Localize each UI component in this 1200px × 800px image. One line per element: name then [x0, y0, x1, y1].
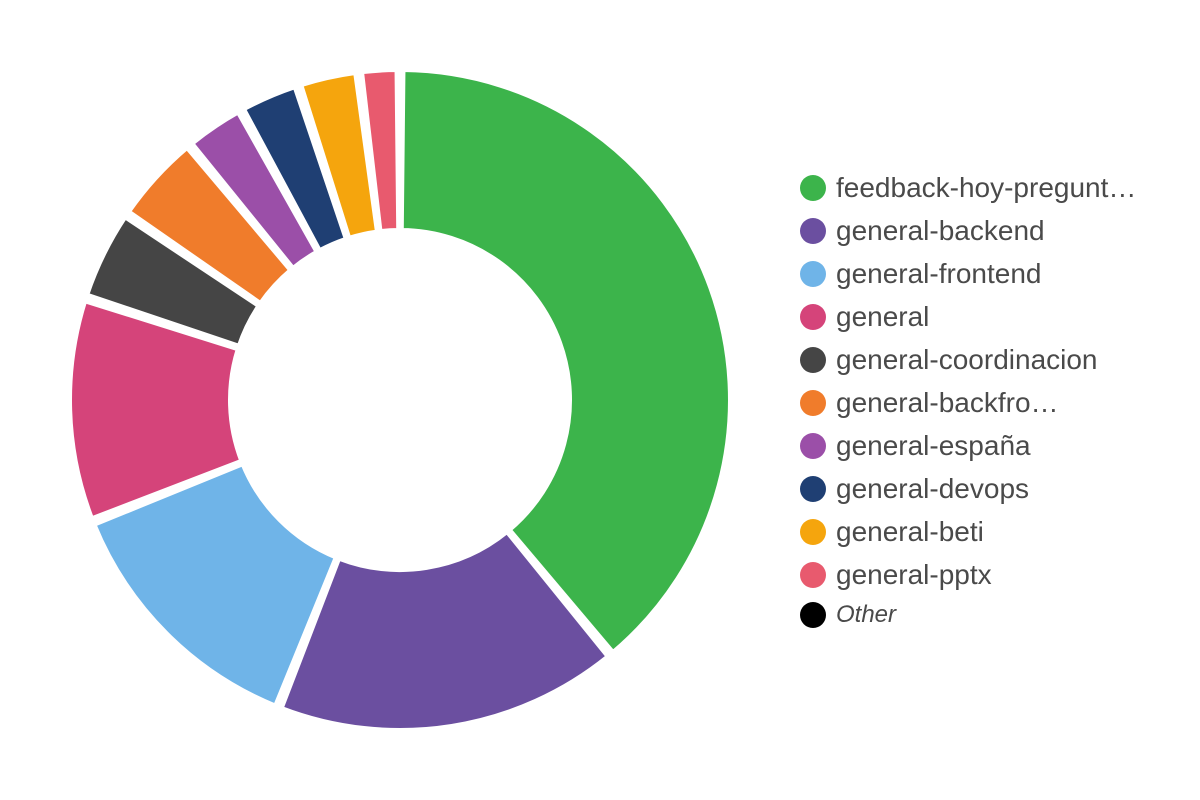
legend-swatch — [800, 347, 826, 373]
legend-label: general-españa — [836, 428, 1031, 463]
legend-item: general-devops — [800, 471, 1136, 506]
legend-swatch — [800, 602, 826, 628]
legend-swatch — [800, 175, 826, 201]
legend-item: general-frontend — [800, 256, 1136, 291]
legend-label: feedback-hoy-pregunt… — [836, 170, 1136, 205]
legend-item: general-pptx — [800, 557, 1136, 592]
legend-label: general-backend — [836, 213, 1045, 248]
legend-label: general-pptx — [836, 557, 992, 592]
donut-chart-svg — [30, 30, 770, 770]
legend-label: general-beti — [836, 514, 984, 549]
legend-label: general-backfro… — [836, 385, 1059, 420]
legend-item: feedback-hoy-pregunt… — [800, 170, 1136, 205]
legend-swatch — [800, 433, 826, 459]
legend-swatch — [800, 390, 826, 416]
donut-chart — [30, 30, 770, 770]
legend-swatch — [800, 519, 826, 545]
legend-label: general-devops — [836, 471, 1029, 506]
legend-swatch — [800, 476, 826, 502]
legend-item: general — [800, 299, 1136, 334]
legend-swatch — [800, 218, 826, 244]
legend-item: general-backfro… — [800, 385, 1136, 420]
chart-legend: feedback-hoy-pregunt… general-backend gene… — [800, 170, 1136, 630]
legend-label: Other — [836, 600, 896, 630]
legend-label: general-frontend — [836, 256, 1041, 291]
legend-swatch — [800, 304, 826, 330]
legend-item: general-españa — [800, 428, 1136, 463]
legend-item: general-coordinacion — [800, 342, 1136, 377]
legend-label: general-coordinacion — [836, 342, 1098, 377]
legend-item: general-beti — [800, 514, 1136, 549]
legend-item: general-backend — [800, 213, 1136, 248]
legend-swatch — [800, 562, 826, 588]
legend-swatch — [800, 261, 826, 287]
legend-label: general — [836, 299, 929, 334]
legend-item: Other — [800, 600, 1136, 630]
